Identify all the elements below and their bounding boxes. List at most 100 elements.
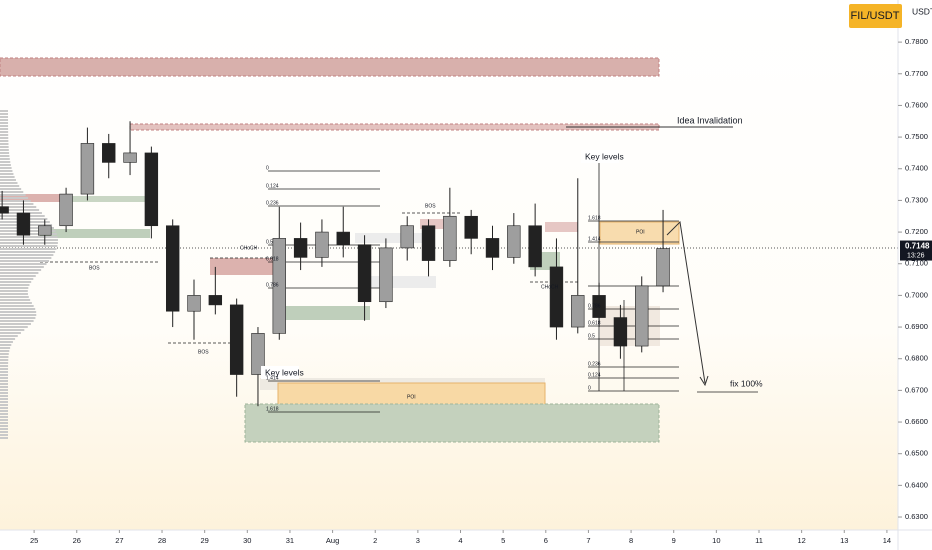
candle-body [208, 295, 223, 306]
candle-body [0, 206, 9, 214]
profile-bar [0, 137, 9, 139]
zone [210, 258, 278, 275]
x-tick-label: 4 [458, 536, 462, 545]
profile-bar [0, 191, 24, 193]
profile-bar [0, 197, 29, 199]
profile-bar [0, 254, 54, 256]
fib-label: 0.124 [266, 183, 279, 189]
profile-bar [0, 164, 11, 166]
profile-bar [0, 356, 9, 358]
profile-bar [0, 131, 9, 133]
y-tick-label: 0.7400 [905, 164, 928, 173]
profile-bar [0, 380, 9, 382]
profile-bar [0, 272, 39, 274]
x-tick-label: 25 [30, 536, 38, 545]
candle-body [549, 266, 564, 328]
candle-body [443, 215, 457, 261]
candle-body [229, 304, 244, 375]
symbol: FIL/USDT [851, 10, 900, 22]
x-tick-label: 6 [544, 536, 548, 545]
profile-bar [0, 281, 32, 283]
profile-bar [0, 119, 9, 121]
profile-bar [0, 407, 9, 409]
fib-label: 1.618 [588, 215, 601, 221]
fib-label: 0.5 [588, 333, 595, 339]
candle-body [485, 238, 500, 258]
zone [0, 194, 68, 202]
candle-body [315, 231, 329, 258]
x-tick-label: 31 [286, 536, 294, 545]
profile-bar [0, 344, 12, 346]
profile-bar [0, 311, 37, 313]
candle-body [379, 247, 393, 303]
profile-bar [0, 209, 40, 211]
profile-bar [0, 263, 47, 265]
profile-bar [0, 200, 31, 202]
profile-bar [0, 290, 28, 292]
projection-arrow [666, 220, 709, 387]
profile-bar [0, 299, 31, 301]
y-tick-label: 0.7700 [905, 69, 928, 78]
countdown: 13:26 [907, 252, 925, 259]
candle-body [592, 295, 606, 318]
label-box [261, 366, 299, 379]
profile-bar [0, 398, 9, 400]
profile-bar [0, 149, 9, 151]
price-axis [898, 0, 932, 550]
poi-zone [599, 221, 680, 245]
y-tick-label: 0.6400 [905, 480, 928, 489]
y-tick-label: 0.7300 [905, 195, 928, 204]
x-tick-label: 29 [201, 536, 209, 545]
profile-bar [0, 317, 36, 319]
profile-bar [0, 113, 9, 115]
profile-bar [0, 365, 9, 367]
profile-bar [0, 260, 50, 262]
time-axis [0, 530, 932, 550]
profile-bar [0, 203, 34, 205]
candle-body [59, 193, 73, 227]
profile-bar [0, 368, 9, 370]
profile-bar [0, 269, 42, 271]
candle-body [272, 238, 286, 334]
profile-bar [0, 275, 36, 277]
profile-bar [0, 143, 9, 145]
x-tick-label: 5 [501, 536, 505, 545]
profile-bar [0, 134, 9, 136]
profile-bar [0, 314, 37, 316]
profile-bar [0, 437, 8, 439]
y-tick-label: 0.6500 [905, 449, 928, 458]
profile-bar [0, 110, 9, 112]
candle-body [656, 248, 670, 287]
x-tick-label: 2 [373, 536, 377, 545]
candle-body [464, 215, 478, 239]
y-tick-label: 0.6600 [905, 417, 928, 426]
y-tick-label: 0.6300 [905, 512, 928, 521]
profile-bar [0, 248, 57, 250]
profile-bar [0, 323, 31, 325]
fib-label: 0.786 [266, 282, 279, 288]
x-tick-label: Aug [326, 536, 339, 545]
x-tick-label: 26 [73, 536, 81, 545]
y-tick-label: 0.7100 [905, 259, 928, 268]
profile-bar [0, 242, 58, 244]
profile-bar [0, 350, 10, 352]
candle-body [528, 225, 542, 268]
fib-label: 0.618 [266, 256, 279, 262]
profile-bar [0, 287, 29, 289]
candle-body [144, 152, 159, 227]
profile-bar [0, 122, 9, 124]
profile-bar [0, 161, 11, 163]
x-tick-label: 3 [416, 536, 420, 545]
y-tick-label: 0.7500 [905, 132, 928, 141]
profile-bar [0, 410, 9, 412]
profile-bar [0, 236, 58, 238]
x-tick-label: 11 [755, 536, 763, 545]
profile-bar [0, 395, 9, 397]
x-tick-label: 8 [629, 536, 633, 545]
profile-bar [0, 332, 21, 334]
x-tick-label: 14 [883, 536, 891, 545]
x-tick-label: 13 [840, 536, 848, 545]
profile-bar [0, 404, 9, 406]
